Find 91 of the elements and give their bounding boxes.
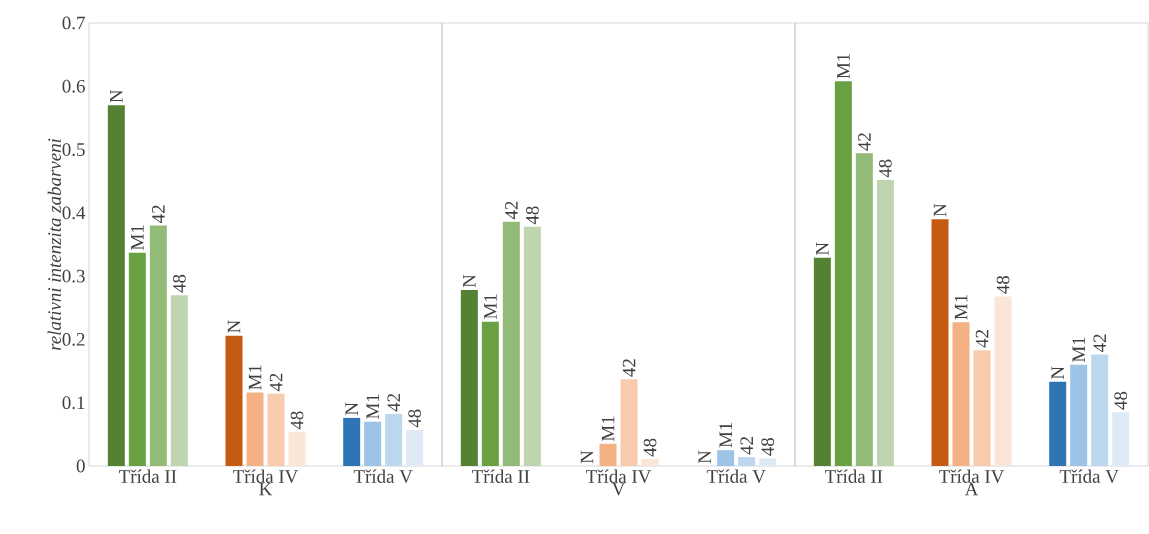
x-tick-label: Třída V <box>1059 469 1119 483</box>
x-tick-label: Třída V <box>353 469 413 483</box>
bar <box>502 221 520 466</box>
bar <box>406 429 424 466</box>
text: N <box>1051 366 1064 380</box>
text: M1 <box>719 422 732 448</box>
text: 48 <box>525 206 539 225</box>
bar <box>1112 412 1130 466</box>
bar <box>288 431 306 466</box>
bar <box>343 417 361 466</box>
bar <box>641 459 659 466</box>
bar <box>523 226 541 466</box>
bar <box>364 421 382 466</box>
y-tick-label: 0.7 <box>62 16 85 30</box>
text: 48 <box>878 159 892 178</box>
text: 42 <box>622 359 636 377</box>
text: M1 <box>366 394 379 419</box>
y-tick-label: 0.5 <box>62 143 85 156</box>
bar <box>973 350 991 466</box>
y-tick-label: 0.6 <box>62 79 85 93</box>
x-axis-title: V <box>611 482 626 496</box>
bar <box>267 393 285 466</box>
text: 42 <box>740 437 753 455</box>
y-tick-label: 0.1 <box>62 396 85 410</box>
bar <box>620 379 638 466</box>
bar <box>128 252 146 466</box>
bar <box>759 458 777 466</box>
bar <box>460 290 478 466</box>
x-tick-label: Třída II <box>472 469 530 483</box>
text: M1 <box>954 294 968 320</box>
text: 48 <box>996 276 1010 294</box>
text: 48 <box>290 411 304 430</box>
text: M1 <box>484 294 497 319</box>
bar <box>952 322 970 466</box>
x-tick-label: Třída IV <box>586 469 652 483</box>
bar <box>225 335 243 466</box>
y-tick-label: 0.2 <box>62 333 85 346</box>
text: N <box>933 203 947 217</box>
bar <box>599 443 617 466</box>
x-tick-label: Třída IV <box>233 469 299 483</box>
text: N <box>816 242 829 256</box>
bar <box>246 392 264 466</box>
bar <box>876 179 894 466</box>
y-tick-label: 0.4 <box>62 206 86 220</box>
y-tick-label: 0.3 <box>62 269 85 283</box>
bar <box>931 219 949 466</box>
bar <box>994 296 1012 466</box>
text: 42 <box>387 394 400 412</box>
bar <box>813 257 831 466</box>
text: 48 <box>1114 391 1128 410</box>
text: M1 <box>837 53 850 79</box>
text: N <box>110 89 123 103</box>
text: N <box>463 274 476 288</box>
text: N <box>698 450 711 464</box>
x-tick-label: Třída IV <box>939 469 1005 483</box>
bar <box>107 105 125 466</box>
text: 48 <box>408 409 422 428</box>
x-tick-label: Třída II <box>825 469 883 483</box>
text: 48 <box>643 438 657 457</box>
text: 42 <box>152 205 165 223</box>
bar <box>834 81 852 466</box>
x-tick-label: Třída II <box>119 469 177 483</box>
bar <box>170 295 188 466</box>
bar <box>717 450 735 466</box>
x-tick-label: Třída V <box>706 469 766 483</box>
text: 48 <box>761 438 775 456</box>
x-axis-title: A <box>964 482 979 496</box>
text: 42 <box>269 373 283 392</box>
text: M1 <box>131 225 144 250</box>
bar <box>481 321 499 466</box>
text: 42 <box>505 201 518 220</box>
bar <box>149 225 167 466</box>
x-axis-title: K <box>259 482 273 496</box>
bar <box>1091 354 1109 466</box>
y-axis-title: relativni intenzita zabarveni <box>47 138 61 351</box>
bar <box>385 414 403 466</box>
bar <box>1049 381 1067 466</box>
bar <box>1070 364 1088 466</box>
text: M1 <box>1072 337 1085 362</box>
text: N <box>345 402 358 416</box>
text: 42 <box>975 330 989 348</box>
text: N <box>580 450 594 464</box>
bar <box>855 153 873 466</box>
text: M1 <box>248 365 262 390</box>
text: 42 <box>1093 334 1106 353</box>
bar <box>738 457 756 466</box>
text: 48 <box>172 274 186 293</box>
y-tick-label: 0 <box>76 459 85 473</box>
text: 42 <box>858 133 871 151</box>
text: M1 <box>601 416 615 442</box>
text: N <box>227 320 241 333</box>
